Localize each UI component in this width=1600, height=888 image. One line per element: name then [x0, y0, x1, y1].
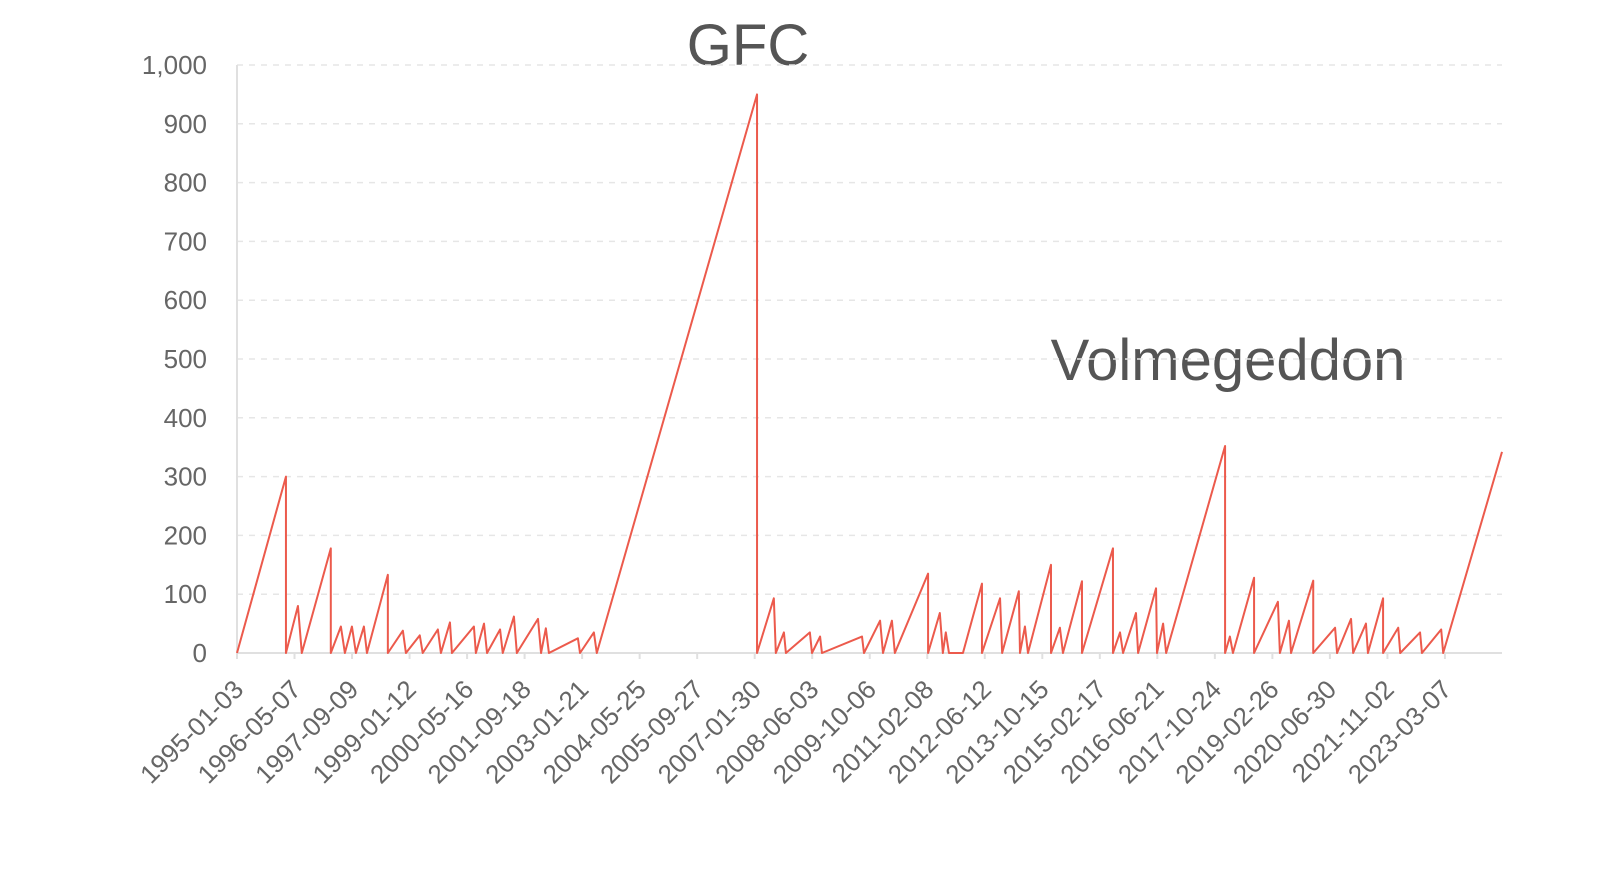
- y-tick-label: 300: [164, 462, 207, 492]
- y-tick-label: 900: [164, 109, 207, 139]
- y-tick-label: 600: [164, 285, 207, 315]
- y-tick-label: 200: [164, 520, 207, 550]
- y-tick-label: 100: [164, 579, 207, 609]
- y-tick-label: 1,000: [142, 50, 207, 80]
- y-tick-label: 0: [193, 638, 207, 668]
- annotation: GFC: [687, 13, 809, 78]
- line: [236, 93, 1503, 654]
- y-tick-label: 500: [164, 344, 207, 374]
- y-tick-label: 700: [164, 226, 207, 256]
- y-tick-label: 800: [164, 168, 207, 198]
- y-tick-label: 400: [164, 403, 207, 433]
- annotation: Volmegeddon: [1051, 328, 1406, 393]
